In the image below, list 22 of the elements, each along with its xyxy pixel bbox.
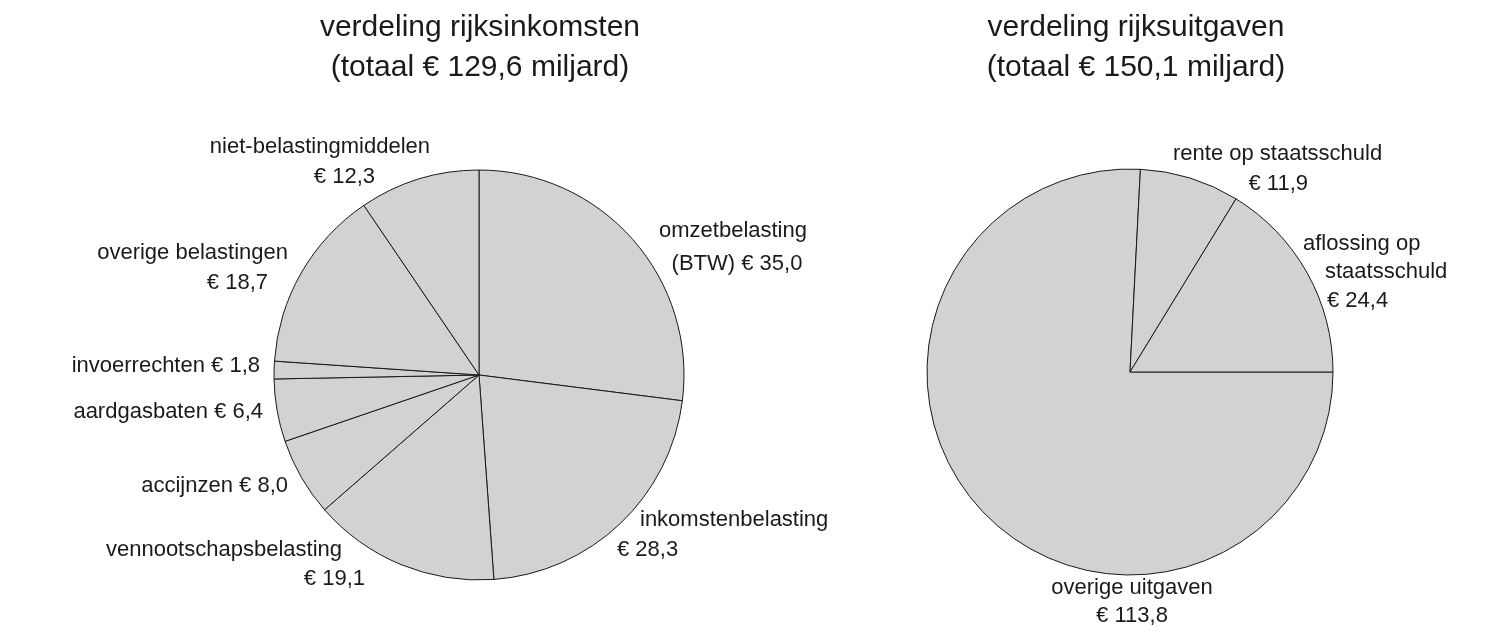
slice-label: overige belastingen [97,239,288,264]
slice-label: vennootschapsbelasting [105,536,342,561]
data-label: € 11,9 [1248,170,1308,195]
slice-label: overige uitgaven [1051,574,1213,599]
chart-title: verdeling rijksinkomsten [319,9,641,42]
slice-label: aflossing op staatsschuld [1303,230,1448,283]
slice-label: invoerrechten € 1,8 [71,352,260,377]
data-label: € 19,1 [303,565,365,590]
data-label: € 24,4 [1327,287,1389,312]
slice-label: accijnzen € 8,0 [141,472,288,497]
chart-subtitle: (totaal € 129,6 miljard) [330,49,630,82]
chart-subtitle: (totaal € 150,1 miljard) [986,49,1286,82]
slice-label: aardgasbaten € 6,4 [73,398,263,423]
chart-title: verdeling rijksuitgaven [987,9,1285,42]
data-label: € 18,7 [206,269,268,294]
slice-label: inkomstenbelasting [640,506,829,531]
data-label: € 28,3 [617,536,679,561]
slice-label: niet-belastingmiddelen [209,133,430,158]
data-label: € 113,8 [1096,602,1168,627]
slice-label: rente op staatsschuld [1173,140,1383,165]
data-label: € 12,3 [313,163,375,188]
slice-label: omzetbelasting (BTW) € 35,0 [659,217,807,275]
